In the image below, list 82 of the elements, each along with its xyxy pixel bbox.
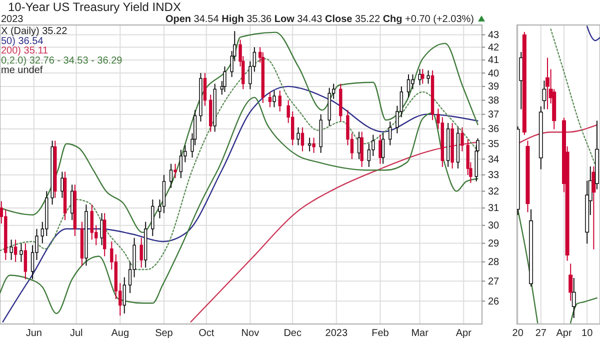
y-tick-label: 39	[488, 82, 500, 93]
x-tick-label: 27	[535, 328, 547, 338]
y-tick-label: 27	[488, 276, 500, 288]
candlestick	[268, 91, 272, 108]
candlestick	[90, 204, 94, 240]
y-tick-label: 32	[488, 186, 500, 198]
x-tick-label: Jun	[26, 328, 42, 338]
candlestick	[546, 57, 550, 110]
y-tick-label: 43	[488, 30, 500, 41]
y-tick-label: 42	[488, 42, 500, 54]
y-tick-label: 38	[488, 95, 500, 106]
y-tick-label: 30	[488, 220, 500, 232]
x-tick-label: Sep	[155, 328, 174, 338]
candlestick	[378, 134, 382, 164]
candlestick	[272, 90, 276, 108]
x-tick-label: Feb	[372, 328, 390, 338]
x-tick-label: Apr	[556, 328, 572, 338]
chart-title: 10-Year US Treasury Yield INDX	[8, 0, 181, 14]
x-tick-label: Dec	[284, 328, 302, 338]
candlestick	[411, 74, 414, 90]
candlestick	[381, 132, 385, 164]
candlestick	[296, 126, 300, 146]
candlestick	[300, 126, 304, 152]
y-tick-label: 33	[488, 170, 500, 182]
text: 0,2.0) 32.76 - 34.53 - 36.29	[1, 55, 123, 66]
x-tick-label: Oct	[198, 328, 214, 338]
candlestick	[426, 70, 430, 84]
candlestick	[100, 212, 104, 246]
candlestick	[20, 242, 23, 262]
x-tick-label: Nov	[241, 328, 260, 338]
x-tick-label: Jul	[70, 328, 83, 338]
candlestick	[70, 184, 74, 221]
text: 50) 36.54	[1, 36, 44, 47]
candlestick	[140, 237, 143, 268]
line-series	[0, 58, 478, 270]
y-tick-label: 26	[488, 296, 500, 308]
candlestick	[151, 199, 154, 237]
y-tick-label: 41	[488, 55, 500, 66]
candlestick	[10, 239, 13, 260]
annotation: X (Daily) 35.22	[1, 26, 68, 37]
annotation: 2023	[1, 14, 24, 25]
y-tick-label: 40	[488, 68, 500, 80]
candlestick	[406, 74, 410, 98]
candlestick	[223, 66, 226, 92]
candlestick	[312, 137, 316, 154]
x-tick-label: 20	[512, 328, 524, 338]
annotation: me undef	[1, 65, 43, 76]
text: 200) 35.11	[1, 46, 49, 57]
candlestick	[169, 163, 173, 188]
candlestick	[122, 276, 126, 314]
y-tick-label: 37	[488, 110, 500, 121]
y-tick-label: 29	[488, 238, 500, 250]
candlestick	[278, 90, 282, 112]
candlestick	[367, 143, 371, 168]
candlestick	[14, 239, 18, 262]
x-tick-label: Apr	[456, 328, 472, 338]
x-tick-label: 10	[582, 328, 594, 338]
candlestick	[421, 68, 424, 84]
x-tick-label: Aug	[111, 328, 130, 338]
x-tick-label: 2023	[325, 328, 348, 338]
candlestick	[360, 131, 364, 168]
candlestick	[460, 126, 464, 152]
y-tick-label: 35	[488, 138, 500, 150]
candlestick	[203, 72, 207, 106]
y-tick-label: 36	[488, 124, 500, 136]
candlestick	[572, 277, 576, 318]
candlestick	[357, 131, 361, 160]
candlestick	[388, 121, 392, 146]
candlestick	[60, 171, 64, 198]
candlestick	[179, 149, 183, 179]
line-series	[190, 141, 478, 322]
candlestick	[24, 242, 28, 280]
y-tick-label: 28	[488, 257, 500, 268]
x-tick-label: Mar	[411, 328, 430, 338]
candlestick	[568, 263, 573, 302]
y-tick-label: 34	[488, 154, 500, 166]
text: Open 34.54 High 35.36 Low 34.43 Close 35.22 Chg +0.70 (+2.03%)	[165, 14, 474, 25]
candlestick	[174, 163, 177, 179]
y-tick-label: 31	[488, 203, 500, 214]
candlestick	[542, 80, 546, 110]
candlestick	[592, 166, 596, 250]
candlestick	[418, 68, 422, 86]
